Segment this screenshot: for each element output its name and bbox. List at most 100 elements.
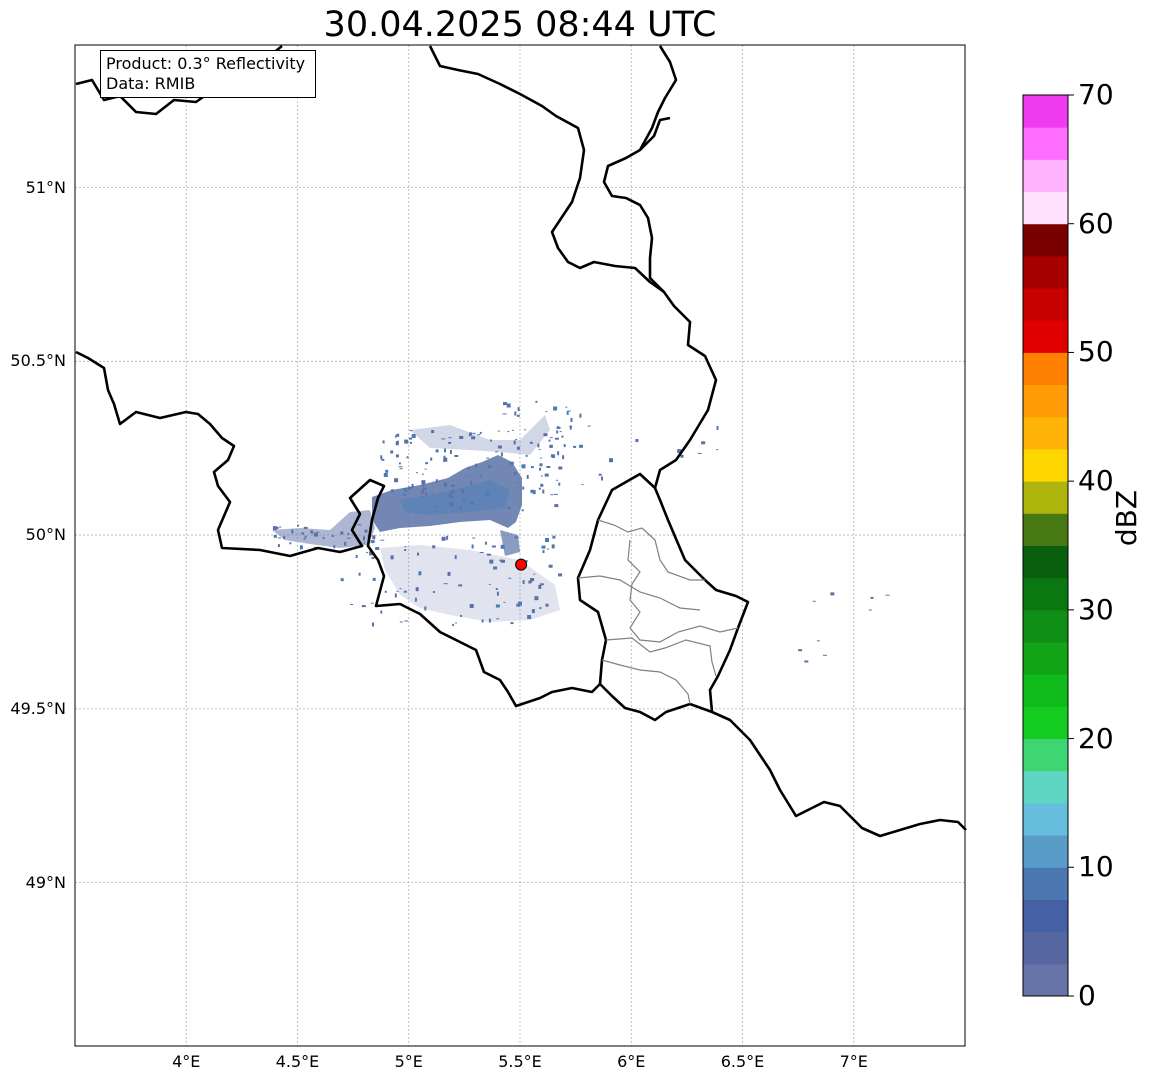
- reflectivity-echoes: [272, 400, 890, 663]
- echo-pixel: [513, 440, 516, 445]
- echo-pixel: [490, 439, 492, 442]
- echo-pixel: [535, 400, 538, 403]
- echo-pixel: [399, 588, 402, 590]
- echo-pixel: [522, 486, 525, 490]
- echo-pixel: [395, 454, 399, 458]
- gridlines: [75, 45, 965, 1046]
- echo-pixel: [372, 577, 376, 581]
- echo-pixel: [394, 593, 397, 598]
- echo-pixel: [515, 438, 518, 440]
- echo-pixel: [430, 457, 433, 461]
- lon-tick-label: 5.5°E: [498, 1052, 542, 1071]
- echo-pixel: [454, 455, 459, 457]
- echo-pixel: [291, 529, 294, 534]
- echo-pixel: [385, 469, 389, 473]
- echo-pixel: [370, 540, 375, 544]
- echo-pixel: [558, 466, 563, 470]
- echo-pixel: [526, 474, 529, 479]
- echo-pixel: [506, 403, 511, 408]
- echo-pixel: [517, 407, 520, 412]
- echo-pixel: [414, 597, 417, 602]
- echo-pixel: [350, 604, 354, 605]
- echo-pixel: [409, 441, 412, 444]
- echo-pixel: [516, 414, 520, 417]
- echo-pixel: [381, 458, 385, 461]
- echo-pixel: [677, 449, 682, 454]
- echo-pixel: [530, 466, 534, 469]
- echo-north-cells: [410, 415, 550, 455]
- echo-pixel: [556, 430, 559, 434]
- echo-pixel: [420, 492, 425, 494]
- echo-pixel: [716, 425, 719, 430]
- echo-pixel: [500, 544, 505, 549]
- echo-pixel: [273, 534, 277, 538]
- echo-pixel: [538, 487, 541, 490]
- echo-pixel: [404, 487, 408, 492]
- echo-pixel: [488, 618, 491, 623]
- echo-pixel: [481, 619, 484, 623]
- echo-pixel: [460, 506, 462, 509]
- country-borders: [75, 44, 967, 838]
- echo-pixel: [402, 493, 407, 496]
- lat-tick-label: 50°N: [25, 525, 66, 545]
- echo-pixel: [375, 547, 380, 550]
- echo-pixel: [458, 584, 463, 587]
- echo-pixel: [432, 591, 435, 593]
- echo-pixel: [471, 436, 476, 440]
- echo-pixel: [804, 660, 809, 663]
- echo-pixel: [358, 572, 361, 576]
- echo-pixel: [812, 600, 816, 602]
- echo-pixel: [697, 452, 702, 454]
- map-title: 30.04.2025 08:44 UTC: [323, 5, 717, 45]
- echo-pixel: [366, 552, 369, 554]
- echo-pixel: [569, 426, 573, 427]
- echo-pixel: [460, 614, 463, 617]
- echo-pixel: [499, 503, 502, 505]
- echo-pixel: [380, 455, 383, 460]
- echo-pixel: [459, 436, 464, 439]
- echo-pixel: [422, 483, 425, 487]
- echo-pixel: [527, 615, 532, 619]
- echo-pixel: [441, 536, 446, 541]
- echo-pixel: [500, 452, 503, 457]
- echo-pixel: [454, 555, 457, 560]
- echo-pixel: [680, 454, 684, 458]
- echo-pixel: [479, 552, 484, 553]
- echo-pixel: [461, 489, 465, 494]
- echo-pixel: [396, 590, 399, 592]
- echo-pixel: [553, 493, 558, 495]
- border-fr-be: [75, 350, 601, 708]
- echo-pixel: [394, 435, 397, 438]
- echo-pixel: [347, 532, 350, 535]
- echo-pixel: [449, 450, 452, 454]
- echo-pixel: [567, 410, 571, 412]
- echo-pixel: [514, 411, 517, 416]
- echo-pixel: [823, 654, 827, 656]
- echo-pixel: [363, 542, 366, 544]
- echo-pixel: [380, 610, 383, 614]
- lon-tick-label: 6°E: [617, 1052, 646, 1071]
- data-source-line: Data: RMIB: [106, 74, 196, 93]
- echo-pixel: [508, 577, 512, 579]
- echo-pixel: [443, 482, 447, 487]
- echo-pixel: [557, 426, 561, 428]
- echo-pixel: [539, 457, 542, 459]
- echo-pixel: [346, 537, 351, 539]
- echo-pixel: [450, 484, 455, 487]
- echo-pixel: [322, 536, 325, 539]
- colorbar-tick-label: 10: [1078, 850, 1114, 884]
- echo-pixel: [479, 431, 482, 434]
- echo-pixel: [550, 454, 555, 458]
- echo-pixel: [513, 472, 517, 476]
- echo-pixel: [450, 490, 455, 494]
- echo-pixel: [470, 480, 473, 485]
- echo-pixel: [383, 473, 388, 477]
- echo-pixel: [472, 537, 476, 539]
- radar-site-marker: [515, 558, 528, 571]
- echo-pixel: [403, 590, 407, 593]
- lon-tick-label: 7°E: [839, 1052, 868, 1071]
- echo-pixel: [443, 457, 448, 462]
- echo-pixel: [489, 559, 494, 564]
- echo-pixel: [547, 548, 549, 550]
